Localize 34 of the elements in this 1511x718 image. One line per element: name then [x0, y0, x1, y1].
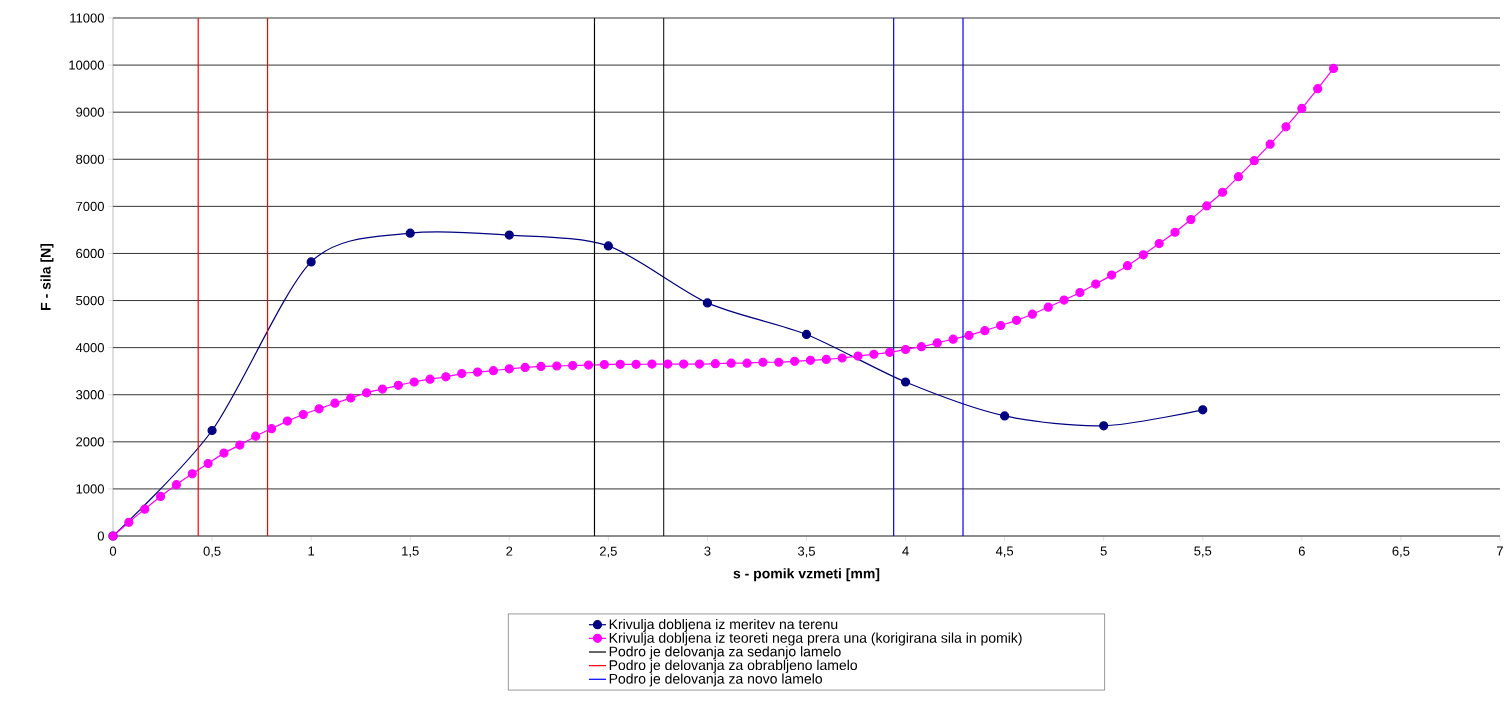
- legend-label: Krivulja dobljena iz teoreti nega prera una (korigirana sila in pomik): [609, 632, 1022, 646]
- y-tick-label: 7000: [76, 201, 104, 211]
- x-tick-label: 1: [308, 546, 315, 556]
- legend-label: Podro je delovanja za obrabljeno lamelo: [609, 659, 858, 673]
- legend-label: Podro je delovanja za novo lamelo: [609, 673, 823, 687]
- x-tick-label: 0: [109, 546, 117, 556]
- y-tick-label: 1000: [76, 484, 104, 494]
- y-tick-label: 8000: [76, 154, 104, 164]
- x-axis-title: s - pomik vzmeti [mm]: [733, 568, 880, 582]
- x-tick-label: 5,5: [1194, 546, 1212, 558]
- x-tick-label: 7: [1497, 546, 1503, 556]
- y-tick-label: 9000: [76, 107, 104, 117]
- y-tick-label: 2000: [76, 437, 104, 447]
- y-tick-label: 4000: [75, 343, 104, 353]
- legend-label: Krivulja dobljena iz meritev na terenu: [609, 618, 838, 632]
- x-tick-label: 3,5: [797, 546, 815, 558]
- x-tick-label: 6,5: [1392, 546, 1410, 558]
- x-tick-label: 6: [1298, 546, 1305, 556]
- y-tick-label: 11000: [70, 13, 104, 23]
- y-tick-label: 0: [97, 531, 104, 541]
- legend-label: Podro je delovanja za sedanjo lamelo: [609, 646, 841, 660]
- x-tick-label: 3: [704, 546, 711, 556]
- y-axis-title: F - sila [N]: [40, 243, 54, 310]
- x-tick-label: 4: [902, 546, 909, 556]
- x-tick-label: 0,5: [203, 546, 221, 558]
- y-tick-label: 10000: [69, 60, 104, 70]
- x-tick-label: 5: [1100, 546, 1107, 556]
- y-tick-label: 5000: [76, 295, 104, 306]
- x-tick-label: 2,5: [599, 546, 617, 558]
- x-tick-label: 4,5: [995, 546, 1014, 558]
- y-tick-label: 6000: [76, 248, 104, 259]
- x-tick-label: 1,5: [402, 546, 419, 558]
- x-tick-label: 2: [506, 546, 513, 556]
- y-tick-label: 3000: [76, 390, 104, 400]
